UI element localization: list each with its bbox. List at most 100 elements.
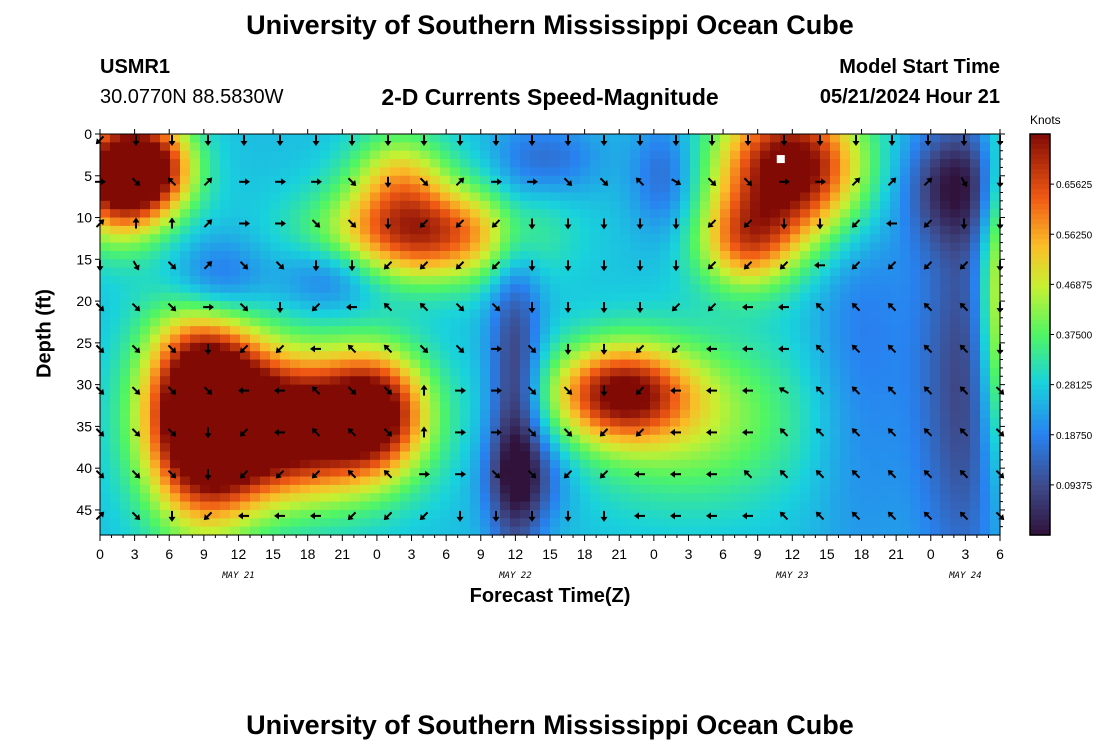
heat-cell: [790, 443, 801, 453]
heat-cell: [700, 184, 711, 194]
heat-cell: [440, 493, 451, 503]
heat-cell: [480, 468, 491, 478]
heat-cell: [940, 451, 951, 461]
heat-cell: [480, 309, 491, 319]
heat-cell: [640, 234, 651, 244]
heat-cell: [740, 142, 751, 152]
heat-cell: [870, 242, 881, 252]
heat-cell: [220, 134, 231, 143]
heat-cell: [330, 250, 341, 260]
heat-cell: [340, 200, 351, 210]
heat-cell: [260, 459, 271, 469]
heat-cell: [100, 267, 111, 277]
heat-cell: [120, 267, 131, 277]
heat-cell: [830, 150, 841, 160]
heat-cell: [920, 150, 931, 160]
heat-cell: [480, 526, 491, 536]
heat-cell: [240, 184, 251, 194]
heat-cell: [250, 217, 261, 227]
heat-cell: [360, 159, 371, 169]
heat-cell: [150, 351, 161, 361]
heat-cell: [630, 409, 641, 419]
heat-cell: [760, 309, 771, 319]
heat-cell: [730, 426, 741, 436]
heat-cell: [360, 259, 371, 269]
heat-cell: [950, 175, 961, 185]
heat-cell: [170, 384, 181, 394]
heat-cell: [860, 367, 871, 377]
heat-cell: [430, 267, 441, 277]
heat-cell: [980, 159, 991, 169]
current-arrow: [167, 344, 177, 354]
heat-cell: [630, 134, 641, 143]
heat-cell: [230, 301, 241, 311]
heat-cell: [810, 367, 821, 377]
heat-cell: [110, 401, 121, 411]
heat-cell: [710, 434, 721, 444]
heat-cell: [250, 367, 261, 377]
heat-cell: [590, 509, 601, 519]
heat-cell: [940, 142, 951, 152]
heat-cell: [690, 367, 701, 377]
current-arrow: [383, 261, 393, 270]
heat-cell: [750, 184, 761, 194]
current-arrow: [455, 219, 465, 228]
heat-cell: [150, 459, 161, 469]
heat-cell: [450, 150, 461, 160]
heat-cell: [680, 326, 691, 336]
heat-cell: [110, 242, 121, 252]
heat-cell: [490, 426, 501, 436]
heat-cell: [130, 142, 141, 152]
heat-cell: [110, 459, 121, 469]
heat-cell: [880, 351, 891, 361]
heat-cell: [810, 384, 821, 394]
heat-cell: [450, 267, 461, 277]
heat-cell: [520, 392, 531, 402]
heat-cell: [710, 359, 721, 369]
heat-cell: [680, 342, 691, 352]
heat-cell: [440, 334, 451, 344]
heat-cell: [860, 267, 871, 277]
current-arrow: [707, 261, 717, 270]
heat-cell: [880, 342, 891, 352]
heat-cell: [330, 526, 341, 536]
heat-cell: [540, 443, 551, 453]
heat-cell: [840, 267, 851, 277]
heat-cell: [910, 234, 921, 244]
heat-cell: [810, 142, 821, 152]
heat-cell: [580, 351, 591, 361]
heat-cell: [720, 142, 731, 152]
current-arrow: [742, 428, 753, 436]
current-arrow: [456, 135, 464, 146]
heat-cell: [870, 334, 881, 344]
heat-cell: [420, 159, 431, 169]
heat-cell: [170, 367, 181, 377]
heat-cell: [170, 509, 181, 519]
heat-cell: [110, 384, 121, 394]
heat-cell: [760, 401, 771, 411]
heat-cell: [360, 351, 371, 361]
heat-cell: [350, 250, 361, 260]
heat-cell: [840, 509, 851, 519]
heat-cell: [710, 276, 721, 285]
heat-cell: [390, 384, 401, 394]
heat-cell: [860, 184, 871, 194]
heat-cell: [830, 459, 841, 469]
heat-cell: [270, 509, 281, 519]
heat-cell: [810, 242, 821, 252]
heat-cell: [580, 451, 591, 461]
heat-cell: [470, 301, 481, 311]
heat-cell: [140, 326, 151, 336]
current-arrow: [816, 135, 824, 146]
heat-cell: [280, 426, 291, 436]
heat-cell: [980, 443, 991, 453]
heat-cell: [980, 434, 991, 444]
heat-cell: [290, 484, 301, 494]
heat-cell: [500, 267, 511, 277]
heat-cell: [820, 284, 831, 294]
heat-cell: [970, 376, 981, 386]
heat-cell: [590, 259, 601, 269]
heat-cell: [540, 242, 551, 252]
heat-cell: [990, 192, 1001, 202]
heat-cell: [950, 518, 961, 528]
